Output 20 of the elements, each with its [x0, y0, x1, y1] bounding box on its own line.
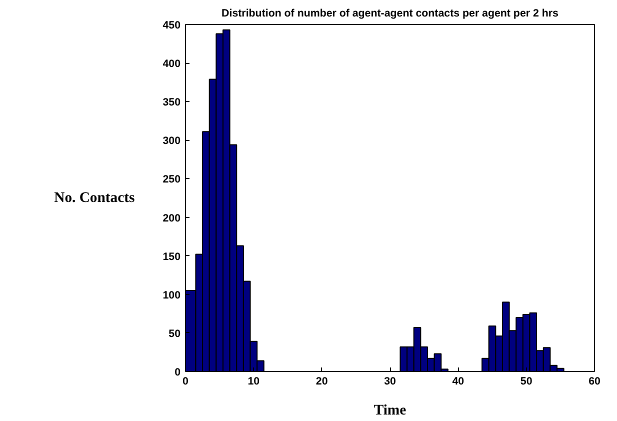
y-axis-title: No. Contacts — [54, 190, 136, 206]
y-tick-label: 350 — [162, 96, 181, 109]
y-tick-label: 50 — [168, 328, 181, 340]
chart-title: Distribution of number of agent-agent contacts per agent per 2 hrs — [222, 8, 559, 20]
y-tick-label: 150 — [162, 250, 181, 263]
x-tick-label: 30 — [384, 376, 396, 388]
y-tick-label: 200 — [162, 212, 181, 224]
y-tick-label: 0 — [174, 366, 181, 378]
x-tick-label: 60 — [588, 376, 600, 388]
x-axis-title: Time — [374, 402, 407, 418]
x-tick-label: 10 — [248, 376, 260, 388]
y-tick-label: 400 — [162, 58, 181, 70]
x-tick-label: 0 — [182, 376, 189, 388]
x-tick-label: 40 — [452, 376, 464, 388]
x-tick-label: 20 — [316, 376, 328, 388]
y-tick-label: 100 — [162, 289, 181, 302]
y-tick-label: 250 — [162, 174, 181, 186]
y-tick-label: 450 — [162, 20, 181, 32]
y-tick-label: 300 — [162, 135, 181, 148]
x-tick-label: 50 — [520, 376, 532, 388]
